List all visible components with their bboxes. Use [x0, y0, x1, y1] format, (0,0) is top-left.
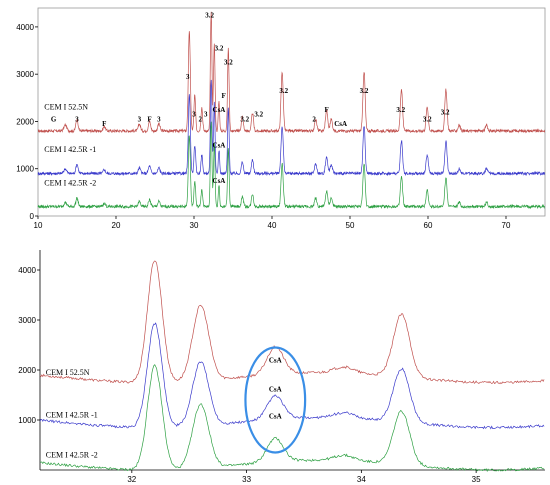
series-label: CEM I 42.5R -1 — [44, 145, 96, 154]
x-tick-label: 32 — [127, 475, 136, 484]
y-tick-label: 1000 — [18, 416, 36, 425]
peak-label: 3.2 — [360, 87, 369, 95]
peak-label: 3.2 — [215, 45, 224, 53]
peak-label: 3.2 — [254, 111, 263, 119]
peak-label: 3.2 — [441, 108, 450, 116]
x-tick-label: 60 — [424, 221, 433, 230]
series-label: CEM I 52.5N — [44, 103, 88, 112]
peak-label: 3.2 — [423, 115, 432, 123]
y-tick-label: 3000 — [16, 70, 34, 79]
peak-label: 3 — [157, 115, 161, 123]
peak-label: 3.2 — [205, 11, 214, 19]
csa-annotation: CsA — [269, 386, 282, 394]
x-tick-label: 35 — [472, 475, 481, 484]
y-tick-label: 4000 — [18, 266, 36, 275]
y-tick-label: 2000 — [16, 117, 34, 126]
series-line — [37, 121, 545, 210]
series-label: CEM I 52.5N — [46, 368, 90, 377]
peak-label: 3.2 — [224, 59, 233, 67]
peak-label: F — [147, 115, 151, 123]
x-tick-label: 20 — [112, 221, 121, 230]
y-tick-label: 0 — [30, 212, 35, 221]
series-line — [39, 260, 545, 385]
peak-label: 3.2 — [279, 87, 288, 95]
peak-label: 3 — [75, 115, 79, 123]
series-line — [37, 79, 546, 177]
peak-label: CsA — [213, 106, 226, 114]
peak-label: F — [221, 92, 225, 100]
peak-label: 3 — [204, 111, 208, 119]
x-tick-label: 50 — [346, 221, 355, 230]
peak-label: 3 — [192, 111, 196, 119]
peak-label: 2 — [198, 115, 202, 123]
peak-label: F — [102, 120, 106, 128]
x-tick-label: 40 — [268, 221, 277, 230]
series-line — [39, 364, 545, 472]
x-tick-label: 70 — [502, 221, 511, 230]
series-label: CEM I 42.5R -1 — [46, 411, 98, 420]
x-tick-label: 30 — [190, 221, 199, 230]
peak-label: 3.2 — [240, 115, 249, 123]
highlight-ellipse — [244, 346, 307, 454]
csa-annotation: CsA — [269, 413, 282, 421]
y-tick-label: 1000 — [16, 165, 34, 174]
zoomed-diffractogram-panel: 32 33 34 35 1000 2000 3000 4000 CEM I 52.5N CEM I… — [18, 250, 545, 484]
series-label: CEM I 42.5R -2 — [44, 178, 96, 187]
y-tick-label: 4000 — [16, 23, 34, 32]
peak-label: F — [324, 106, 328, 114]
peak-label: 3 — [138, 115, 142, 123]
plot-frame — [37, 7, 546, 217]
overview-diffractogram-panel: 10 20 30 40 50 60 70 0 1000 2000 3000 4000 CEM I 52.… — [16, 7, 546, 230]
peak-label: CsA — [213, 141, 226, 149]
y-tick-label: 2000 — [18, 366, 36, 375]
x-tick-label: 34 — [357, 475, 366, 484]
series-line — [39, 322, 545, 430]
peak-label: 3.2 — [396, 106, 405, 114]
peak-label: CsA — [213, 177, 226, 185]
peak-label: 2 — [312, 115, 316, 123]
peak-label: CsA — [334, 120, 347, 128]
csa-annotation: CsA — [269, 357, 282, 365]
x-tick-label: 33 — [242, 475, 251, 484]
peak-label: G — [51, 115, 57, 123]
series-label: CEM I 42.5R -2 — [46, 451, 98, 460]
series-line — [37, 11, 546, 134]
x-tick-label: 10 — [34, 221, 43, 230]
peak-label: 3 — [186, 73, 190, 81]
y-tick-label: 3000 — [18, 316, 36, 325]
